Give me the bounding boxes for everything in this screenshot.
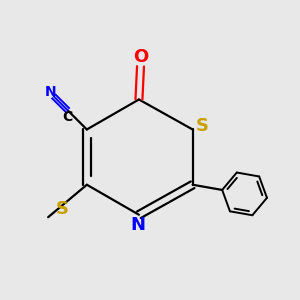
Text: S: S — [196, 117, 209, 135]
Text: N: N — [44, 85, 56, 99]
Text: O: O — [133, 49, 148, 67]
Text: N: N — [131, 216, 146, 234]
Text: S: S — [56, 200, 68, 218]
Text: C: C — [63, 110, 73, 124]
